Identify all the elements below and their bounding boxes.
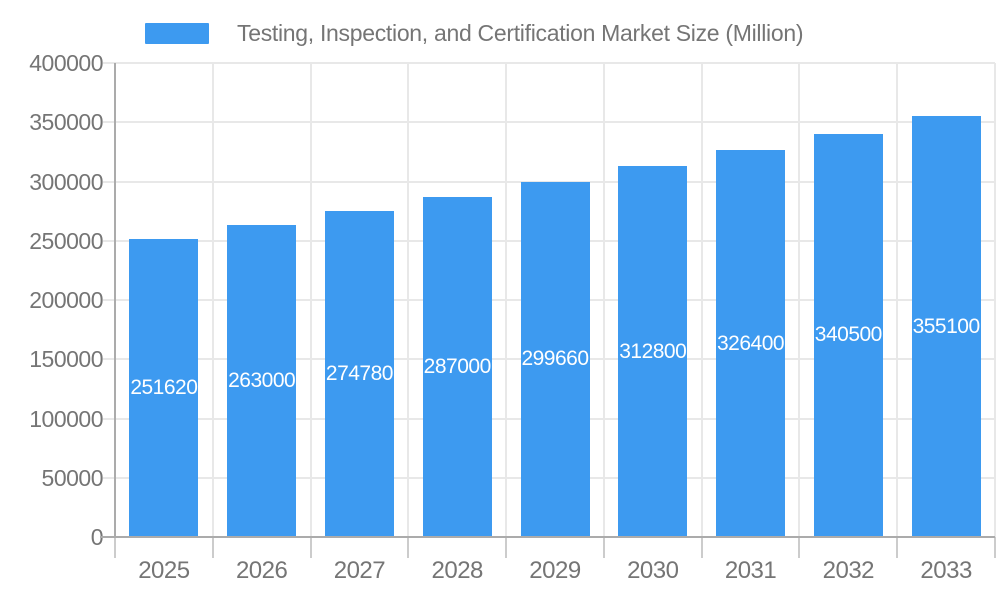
x-axis-tick <box>407 537 410 558</box>
v-gridline <box>309 63 312 537</box>
bar-value-label: 263000 <box>228 369 296 393</box>
x-tick-label: 2026 <box>235 557 288 584</box>
bar-value-label: 287000 <box>423 354 492 378</box>
x-axis-tick <box>700 537 703 558</box>
x-axis-tick <box>211 537 214 558</box>
y-axis-line <box>114 63 116 537</box>
x-axis-tick <box>798 537 801 558</box>
y-axis-tick <box>103 299 115 301</box>
x-tick-label: 2028 <box>431 557 484 584</box>
y-tick-label: 300000 <box>29 168 103 195</box>
legend-label: Testing, Inspection, and Certification M… <box>237 19 804 46</box>
bar[interactable]: 251620 <box>129 238 199 537</box>
y-axis-tick <box>103 476 115 479</box>
v-gridline <box>505 63 508 537</box>
x-tick-label: 2033 <box>920 557 972 584</box>
y-tick-label: 150000 <box>29 346 103 373</box>
bar-value-label: 274780 <box>325 362 394 386</box>
y-axis-tick <box>103 121 115 124</box>
x-axis-tick <box>309 537 312 558</box>
y-tick-label: 400000 <box>29 50 103 76</box>
y-axis-tick <box>103 417 115 420</box>
legend[interactable]: Testing, Inspection, and Certification M… <box>145 19 804 46</box>
bar[interactable]: 355100 <box>911 116 981 537</box>
x-tick-label: 2029 <box>529 557 581 584</box>
bar-value-label: 340500 <box>814 323 883 347</box>
legend-swatch <box>145 22 209 44</box>
x-tick-label: 2027 <box>333 557 386 584</box>
bar[interactable]: 287000 <box>422 196 492 537</box>
x-axis-line <box>100 536 995 538</box>
v-gridline <box>602 63 605 537</box>
x-tick-label: 2025 <box>138 557 190 584</box>
bar-value-label: 312800 <box>619 339 687 363</box>
bar[interactable]: 312800 <box>618 166 688 537</box>
bar-value-label: 299660 <box>521 347 589 371</box>
bar-value-label: 355100 <box>912 314 981 338</box>
y-axis-tick <box>103 239 115 242</box>
bar[interactable]: 299660 <box>520 181 590 537</box>
v-gridline <box>407 63 410 537</box>
x-axis-tick <box>114 537 116 558</box>
x-axis-tick <box>896 537 899 558</box>
v-gridline <box>798 63 801 537</box>
bar[interactable]: 340500 <box>813 133 883 537</box>
v-gridline <box>896 63 899 537</box>
y-tick-label: 250000 <box>29 227 103 254</box>
bar-value-label: 326400 <box>717 331 785 355</box>
x-tick-label: 2032 <box>822 557 875 584</box>
y-tick-label: 100000 <box>29 405 103 432</box>
y-tick-label: 50000 <box>41 464 104 491</box>
y-axis-tick <box>103 358 115 361</box>
h-gridline <box>115 180 995 183</box>
y-axis-tick <box>103 62 115 64</box>
x-axis-tick <box>602 537 605 558</box>
y-axis-tick <box>103 180 115 183</box>
h-gridline <box>115 121 995 124</box>
y-tick-label: 0 <box>90 524 104 550</box>
v-gridline <box>211 63 214 537</box>
v-gridline <box>700 63 703 537</box>
h-gridline <box>115 62 995 64</box>
x-tick-label: 2031 <box>724 557 777 584</box>
bar-value-label: 251620 <box>130 375 198 399</box>
bar[interactable]: 263000 <box>227 225 297 537</box>
y-tick-label: 350000 <box>29 109 103 136</box>
v-gridline <box>994 63 996 537</box>
x-tick-label: 2030 <box>627 557 679 584</box>
bar[interactable]: 326400 <box>716 150 786 537</box>
x-axis-tick <box>505 537 508 558</box>
bar[interactable]: 274780 <box>324 211 394 537</box>
x-axis-tick <box>994 537 996 558</box>
y-tick-label: 200000 <box>29 287 103 313</box>
